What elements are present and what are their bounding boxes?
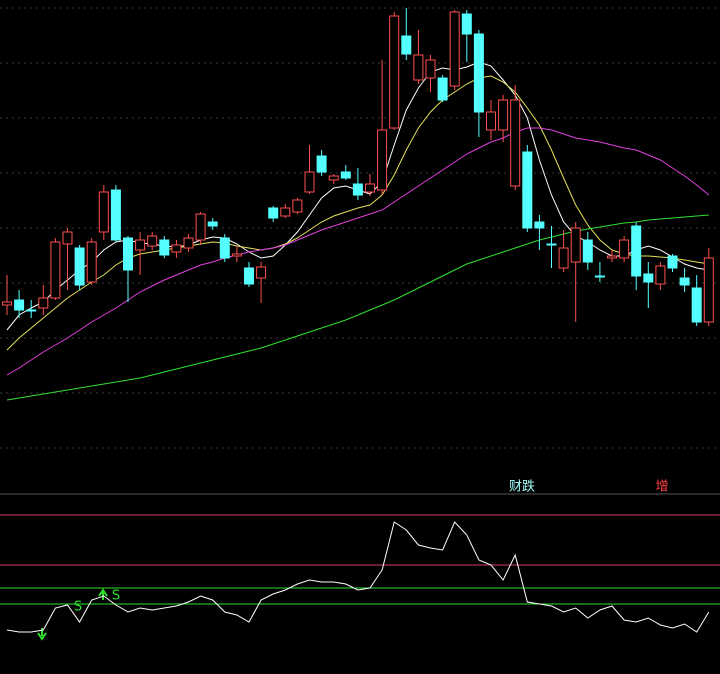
candle-body	[619, 239, 630, 259]
candle-body	[328, 175, 339, 181]
candle-body	[631, 225, 642, 277]
candle-body	[570, 227, 581, 263]
candle-body	[244, 267, 254, 285]
candle-body	[62, 231, 73, 245]
candle-body	[171, 244, 182, 253]
candle-body	[377, 129, 388, 191]
indicator-line	[6, 521, 710, 633]
candle-body	[522, 151, 533, 229]
candle-body	[86, 241, 97, 283]
candle-body	[26, 309, 37, 312]
candle-body	[98, 191, 109, 233]
candle-body	[449, 11, 460, 87]
candle-body	[74, 247, 85, 286]
candle-body	[340, 171, 351, 179]
down-arrow	[37, 628, 47, 641]
candle-body	[365, 183, 375, 193]
candle-body	[231, 253, 242, 257]
candle-body	[123, 237, 133, 271]
candle-body	[413, 54, 424, 81]
candle-body	[135, 239, 146, 251]
candle-body	[534, 221, 545, 229]
annotation: 财跌	[509, 479, 535, 495]
candle-body	[679, 277, 690, 286]
candle-body	[2, 301, 12, 306]
up-arrow	[98, 588, 108, 600]
candle-body	[389, 15, 400, 129]
candle-body	[510, 99, 521, 187]
candle-body	[195, 213, 206, 241]
candle-body	[643, 273, 654, 283]
candle-body	[691, 287, 702, 323]
candle-body	[268, 207, 279, 219]
candle-body	[582, 239, 593, 263]
candle-body	[594, 275, 605, 278]
annotation: S	[74, 600, 82, 615]
candle-body	[425, 59, 436, 79]
candle-body	[558, 247, 569, 269]
candle-body	[316, 155, 327, 173]
candle-body	[655, 265, 666, 285]
candle-body	[147, 235, 158, 247]
annotation: S	[112, 589, 120, 604]
annotation: 增	[655, 480, 668, 495]
candle-body	[437, 77, 448, 101]
candle-body	[159, 239, 170, 256]
candle-body	[304, 171, 315, 193]
moving-average	[6, 127, 710, 376]
candle-body	[183, 237, 194, 249]
candle-body	[38, 297, 49, 309]
candle-body	[50, 241, 61, 299]
candle-body	[486, 111, 496, 131]
candle-body	[607, 255, 617, 259]
candle-body	[14, 299, 25, 311]
candle-body	[461, 13, 472, 35]
candle-body	[219, 237, 230, 259]
candle-body	[667, 255, 678, 269]
candle-body	[473, 33, 484, 113]
candle-body	[292, 199, 303, 213]
candle-body	[256, 266, 267, 279]
candle-body	[703, 257, 714, 323]
candle-body	[352, 183, 363, 196]
candle-body	[280, 207, 291, 217]
candle-body	[110, 189, 121, 241]
candle-body	[498, 99, 509, 131]
candle-body	[546, 243, 557, 246]
candle-body	[207, 221, 218, 227]
moving-average	[6, 214, 709, 401]
candle-body	[401, 35, 412, 55]
